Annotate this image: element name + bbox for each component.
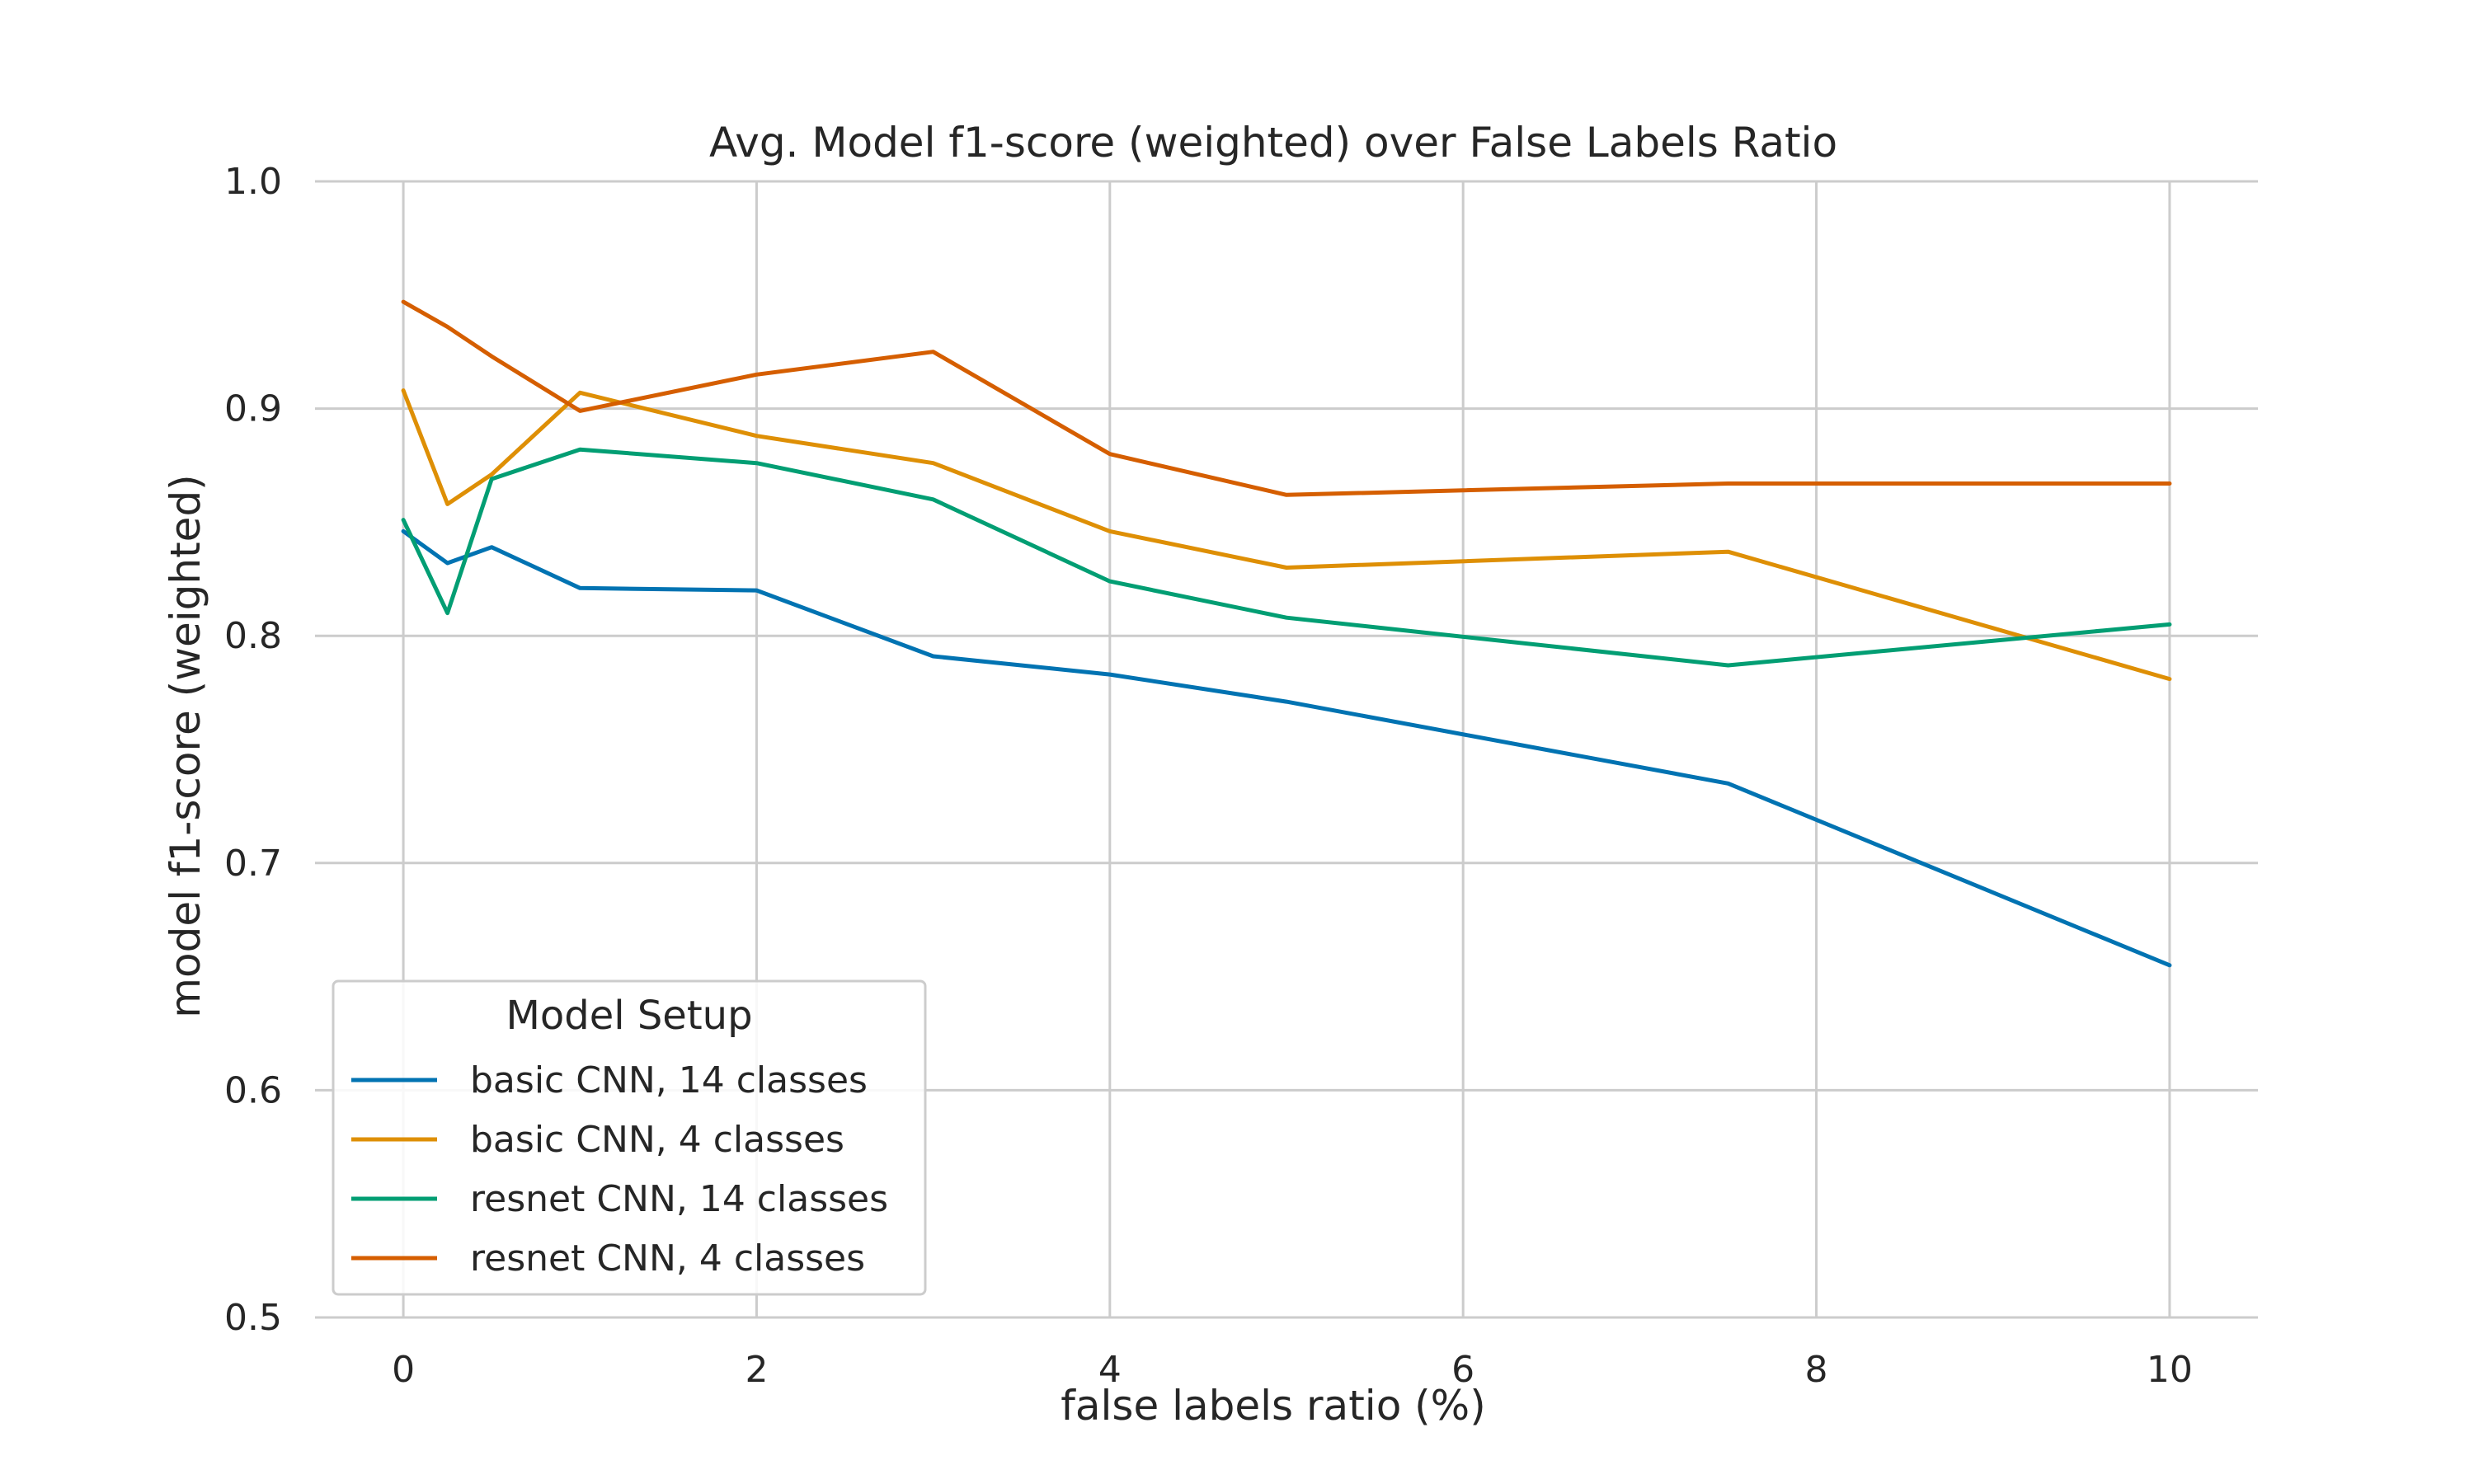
y-tick-label: 0.5 <box>224 1297 282 1339</box>
series-line <box>401 447 2172 668</box>
y-tick-label: 0.7 <box>224 843 282 885</box>
x-tick-label: 6 <box>1451 1349 1475 1391</box>
series-line <box>401 528 2172 968</box>
legend-label: basic CNN, 4 classes <box>470 1119 844 1161</box>
x-tick-label: 10 <box>2147 1349 2193 1391</box>
x-tick-label: 4 <box>1098 1349 1122 1391</box>
legend-label: basic CNN, 14 classes <box>470 1059 868 1101</box>
x-tick-label: 0 <box>392 1349 415 1391</box>
legend-box <box>332 979 927 1296</box>
x-tick-labels: 0 2 4 6 8 10 <box>392 1349 2193 1391</box>
series-line <box>401 299 2172 497</box>
y-tick-label: 1.0 <box>224 161 282 203</box>
y-tick-label: 0.8 <box>224 615 282 657</box>
chart-title: Avg. Model f1-score (weighted) over Fals… <box>709 119 1837 167</box>
y-tick-labels: 0.5 0.6 0.7 0.8 0.9 1.0 <box>224 161 282 1339</box>
series-line <box>401 388 2172 682</box>
x-axis-label: false labels ratio (%) <box>1061 1382 1485 1430</box>
legend-label: resnet CNN, 14 classes <box>470 1178 888 1220</box>
x-tick-label: 8 <box>1805 1349 1828 1391</box>
legend-title: Model Setup <box>506 993 752 1039</box>
series-lines <box>401 299 2172 968</box>
y-tick-label: 0.9 <box>224 388 282 430</box>
x-tick-label: 2 <box>745 1349 768 1391</box>
y-axis-label: model f1-score (weighted) <box>162 474 209 1017</box>
y-tick-label: 0.6 <box>224 1069 282 1111</box>
legend-items: basic CNN, 14 classes basic CNN, 4 classe… <box>351 1059 888 1280</box>
legend-label: resnet CNN, 4 classes <box>470 1237 865 1280</box>
